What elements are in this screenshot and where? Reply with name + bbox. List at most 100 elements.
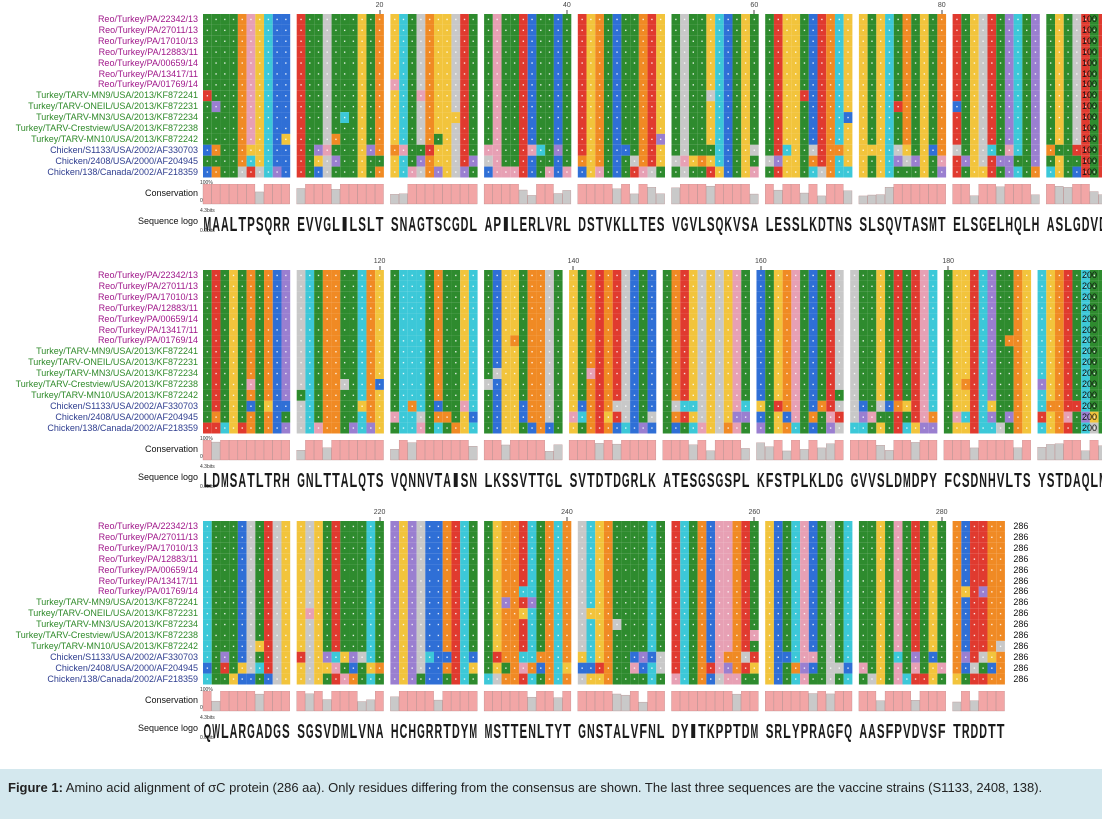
identity-dot (710, 274, 712, 277)
identity-dot (753, 127, 756, 130)
identity-dot (932, 318, 934, 320)
identity-dot (897, 95, 899, 97)
conservation-bar (834, 183, 844, 204)
identity-dot (343, 285, 346, 288)
identity-dot (446, 40, 448, 42)
identity-dot (394, 171, 396, 173)
identity-dot (1017, 307, 1019, 309)
identity-dot (795, 73, 797, 75)
identity-dot (531, 116, 533, 119)
identity-dot (566, 138, 568, 141)
identity-dot (923, 29, 925, 32)
identity-dot (557, 329, 559, 331)
identity-dot (812, 84, 814, 86)
identity-dot (540, 51, 542, 53)
identity-dot (888, 285, 891, 288)
identity-dot (505, 84, 507, 86)
logo-letter: E (953, 214, 961, 236)
identity-dot (496, 84, 498, 86)
identity-dot (258, 149, 261, 151)
identity-dot (1093, 73, 1095, 75)
identity-dot (522, 84, 525, 86)
identity-dot (982, 84, 984, 86)
identity-dot (1067, 105, 1069, 108)
identity-dot (999, 171, 1002, 173)
identity-dot (718, 138, 721, 141)
identity-dot (411, 62, 413, 64)
identity-dot (1049, 95, 1052, 97)
identity-dot (343, 95, 346, 97)
identity-dot (557, 318, 559, 320)
identity-dot (267, 138, 270, 141)
identity-dot (215, 105, 217, 108)
identity-dot (964, 95, 967, 97)
identity-dot (598, 329, 601, 331)
identity-dot (394, 127, 396, 130)
identity-dot (651, 62, 653, 64)
identity-dot (923, 329, 925, 331)
identity-dot (378, 285, 381, 288)
conservation-bar (1072, 183, 1081, 204)
identity-dot (258, 361, 261, 364)
sequence-end-count: 100 (1082, 90, 1098, 101)
identity-dot (598, 285, 601, 288)
identity-dot (812, 318, 814, 320)
identity-dot (335, 171, 337, 173)
identity-dot (736, 351, 738, 353)
identity-dot (215, 127, 217, 130)
identity-dot (838, 84, 841, 86)
identity-dot (335, 62, 337, 64)
identity-dot (581, 160, 583, 162)
identity-dot (352, 274, 355, 277)
identity-dot (871, 40, 873, 42)
identity-dot (906, 318, 908, 320)
identity-dot (531, 318, 533, 320)
identity-dot (531, 285, 533, 288)
identity-dot (285, 73, 287, 75)
identity-dot (1067, 340, 1069, 342)
identity-dot (941, 138, 943, 141)
identity-dot (701, 73, 703, 75)
identity-dot (326, 340, 328, 342)
identity-dot (446, 62, 448, 64)
identity-dot (437, 285, 440, 288)
identity-dot (472, 351, 474, 353)
identity-dot (675, 274, 677, 277)
identity-dot (557, 296, 559, 298)
identity-dot (1084, 318, 1087, 320)
identity-dot (317, 138, 320, 141)
identity-dot (692, 62, 694, 64)
logo-letter: G (452, 214, 460, 236)
conservation-bar (1063, 186, 1073, 204)
sequence-name: Turkey/TARV-Crestview/USA/2013/KF872238 (15, 123, 198, 133)
identity-dot (999, 62, 1002, 64)
identity-dot (343, 296, 346, 298)
identity-dot (1034, 40, 1037, 42)
identity-dot (710, 73, 712, 75)
identity-dot (206, 127, 209, 130)
identity-dot (276, 351, 278, 353)
identity-dot (540, 29, 542, 32)
identity-dot (777, 29, 779, 32)
identity-dot (777, 340, 779, 342)
identity-dot (590, 274, 592, 277)
identity-dot (352, 95, 355, 97)
logo-letter: D (818, 214, 826, 236)
identity-dot (803, 29, 806, 32)
identity-dot (370, 307, 372, 309)
logo-letter: L (332, 214, 340, 236)
identity-dot (862, 296, 864, 298)
identity-dot (598, 116, 601, 119)
identity-dot (982, 51, 984, 53)
identity-dot (572, 351, 575, 353)
identity-dot (590, 149, 592, 151)
identity-dot (932, 160, 934, 162)
identity-dot (285, 138, 287, 141)
identity-dot (411, 73, 413, 75)
identity-dot (1067, 307, 1069, 309)
identity-dot (1041, 296, 1043, 298)
identity-dot (276, 29, 278, 32)
identity-dot (455, 149, 457, 151)
logo-letter: D (578, 214, 586, 236)
identity-dot (675, 84, 677, 86)
